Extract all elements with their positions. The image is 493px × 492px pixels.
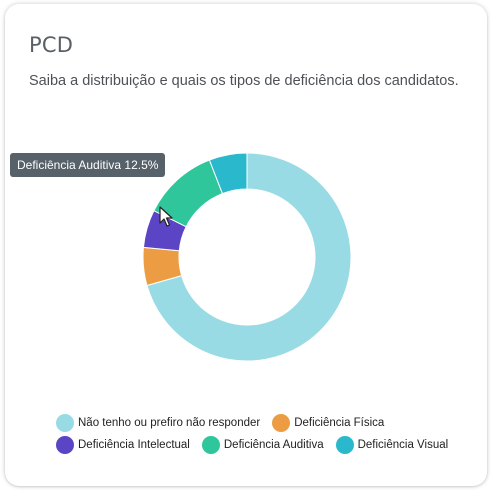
donut-slice-nao-tenho-ou-prefiro-nao-responder[interactable] — [146, 152, 352, 362]
pcd-card: PCD Saiba a distribuição e quais os tipo… — [5, 4, 487, 486]
card-subtitle: Saiba a distribuição e quais os tipos de… — [29, 73, 459, 89]
chart-tooltip: Deficiência Auditiva 12.5% — [10, 153, 166, 177]
legend-item-deficiencia-visual[interactable]: Deficiência Visual — [335, 436, 449, 454]
donut-slice-deficiencia-visual[interactable] — [208, 152, 248, 195]
legend-swatch — [272, 414, 291, 432]
legend-label: Deficiência Visual — [357, 439, 449, 451]
chart-legend: Não tenho ou prefiro não responder Defici… — [56, 413, 476, 457]
legend-item-deficiencia-auditiva[interactable]: Deficiência Auditiva — [201, 436, 324, 454]
legend-label: Deficiência Física — [294, 417, 385, 429]
legend-row: Não tenho ou prefiro não responder Defici… — [56, 413, 476, 433]
legend-swatch — [335, 436, 354, 454]
legend-item-nao-tenho-ou-prefiro-nao-responder[interactable]: Não tenho ou prefiro não responder — [56, 414, 260, 432]
legend-item-deficiencia-fisica[interactable]: Deficiência Física — [272, 414, 384, 432]
legend-item-deficiencia-intelectual[interactable]: Deficiência Intelectual — [56, 436, 190, 454]
legend-swatch — [56, 414, 74, 432]
legend-row: Deficiência Intelectual Deficiência Audit… — [56, 435, 476, 455]
card-title: PCD — [29, 33, 74, 57]
mouse-pointer-icon — [159, 206, 173, 227]
legend-label: Deficiência Auditiva — [223, 439, 324, 451]
legend-swatch — [201, 436, 220, 454]
legend-swatch — [56, 436, 74, 454]
legend-label: Não tenho ou prefiro não responder — [78, 417, 261, 429]
legend-label: Deficiência Intelectual — [78, 439, 190, 451]
